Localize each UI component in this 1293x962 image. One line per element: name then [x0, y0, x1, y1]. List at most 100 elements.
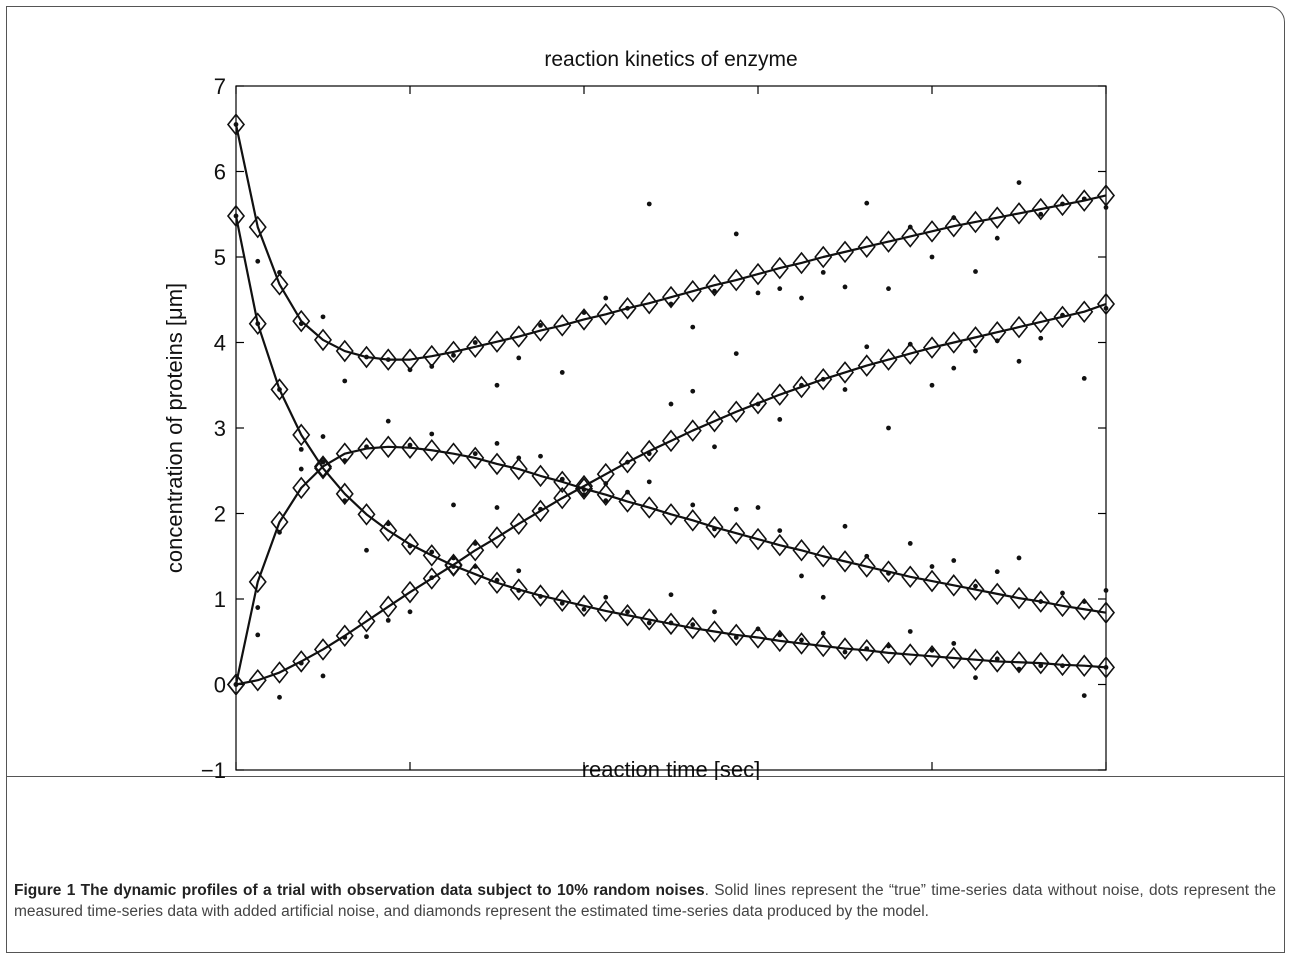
- estimated-diamond: [857, 555, 876, 578]
- observed-point: [1038, 599, 1044, 604]
- observed-point: [929, 647, 935, 653]
- estimated-diamond: [1009, 586, 1029, 610]
- figure-frame: [6, 6, 1285, 953]
- observed-point: [864, 344, 870, 350]
- estimated-diamond: [661, 285, 681, 309]
- observed-point: [886, 570, 891, 576]
- estimated-diamond: [292, 309, 311, 333]
- observed-point: [494, 382, 500, 388]
- y-axis-label: concentration of proteins [μm]: [162, 283, 187, 573]
- estimated-diamond: [553, 589, 572, 612]
- observed-point: [799, 382, 804, 388]
- estimated-diamond: [988, 206, 1007, 229]
- observed-point: [929, 564, 935, 569]
- observed-point: [864, 200, 870, 206]
- estimated-diamond: [1075, 654, 1094, 677]
- plot-area: [235, 85, 1107, 771]
- estimated-diamond: [531, 499, 550, 523]
- estimated-diamond: [379, 519, 398, 542]
- observed-point: [646, 479, 652, 485]
- x-axis-label: reaction time [sec]: [582, 757, 761, 780]
- estimated-diamond: [922, 645, 942, 668]
- observed-point: [799, 637, 804, 643]
- observed-point: [538, 594, 543, 599]
- estimated-diamond: [857, 639, 876, 662]
- observed-point: [1081, 196, 1087, 202]
- estimated-diamond: [705, 273, 724, 297]
- estimated-diamond: [727, 521, 746, 545]
- estimated-diamond: [683, 509, 702, 532]
- observed-point: [886, 425, 891, 431]
- estimated-diamond: [248, 570, 267, 594]
- observed-point: [298, 466, 304, 472]
- observed-point: [320, 673, 326, 679]
- estimated-diamond: [270, 661, 289, 684]
- observed-point: [994, 569, 1000, 575]
- estimated-diamond: [944, 646, 963, 670]
- estimated-diamond: [466, 562, 485, 586]
- observed-point: [755, 290, 761, 296]
- observed-point: [690, 388, 696, 394]
- estimated-diamond: [1031, 197, 1050, 221]
- estimated-diamond: [1075, 597, 1094, 621]
- estimated-diamond: [748, 262, 768, 286]
- estimated-diamond: [792, 375, 811, 399]
- estimated-diamond: [618, 603, 637, 627]
- observed-point: [733, 506, 739, 512]
- estimated-diamond: [1096, 601, 1116, 624]
- observed-point: [233, 682, 239, 687]
- y-tick-label: 3: [214, 416, 226, 441]
- observed-point: [820, 269, 826, 275]
- estimated-diamond: [618, 297, 637, 320]
- chart: reaction kinetics of enzyme reaction tim…: [162, 48, 1116, 780]
- estimated-diamond: [814, 245, 833, 269]
- observed-point: [320, 314, 326, 320]
- observed-point: [385, 357, 391, 362]
- observed-point: [342, 635, 348, 640]
- observed-point: [907, 541, 913, 546]
- observed-point: [646, 620, 652, 626]
- estimated-diamond: [248, 312, 267, 335]
- estimated-diamond: [1096, 656, 1116, 679]
- estimated-diamond: [379, 435, 398, 459]
- y-tick-label: 5: [214, 245, 226, 270]
- y-tick-label: 4: [214, 331, 226, 356]
- estimated-diamond: [705, 409, 724, 433]
- estimated-diamond: [727, 268, 746, 292]
- estimated-diamonds: [226, 113, 1116, 696]
- observed-point: [364, 547, 369, 553]
- estimated-diamond: [835, 240, 855, 264]
- estimated-diamond: [661, 429, 681, 453]
- estimated-diamond: [835, 361, 855, 384]
- observed-point: [1081, 693, 1087, 699]
- estimated-diamond: [1009, 650, 1029, 674]
- estimated-diamond: [292, 423, 311, 447]
- observed-point: [1060, 590, 1065, 596]
- estimated-diamond: [487, 526, 507, 549]
- observed-point: [538, 506, 543, 512]
- estimated-diamond: [509, 578, 528, 601]
- estimated-diamond: [922, 220, 942, 243]
- estimated-diamond: [748, 626, 768, 649]
- observed-point: [320, 434, 326, 439]
- observed-point: [668, 620, 674, 626]
- estimated-diamond: [596, 599, 615, 623]
- estimated-diamond: [770, 256, 789, 280]
- observed-point: [472, 451, 478, 457]
- observed-point: [842, 284, 848, 290]
- estimated-diamond: [553, 470, 572, 494]
- observed-point: [712, 526, 717, 532]
- estimated-diamond: [400, 580, 420, 604]
- estimated-diamond: [857, 235, 876, 259]
- estimated-diamond: [1053, 594, 1072, 618]
- observed-point: [777, 632, 783, 638]
- estimated-diamond: [292, 476, 311, 500]
- observed-point: [1060, 663, 1065, 669]
- observed-point: [799, 295, 804, 301]
- observed-point: [929, 254, 935, 260]
- estimated-diamond: [509, 512, 528, 536]
- estimated-diamond: [357, 503, 376, 526]
- observed-point: [1103, 205, 1109, 210]
- estimated-diamond: [531, 464, 550, 488]
- estimated-diamond: [901, 643, 920, 666]
